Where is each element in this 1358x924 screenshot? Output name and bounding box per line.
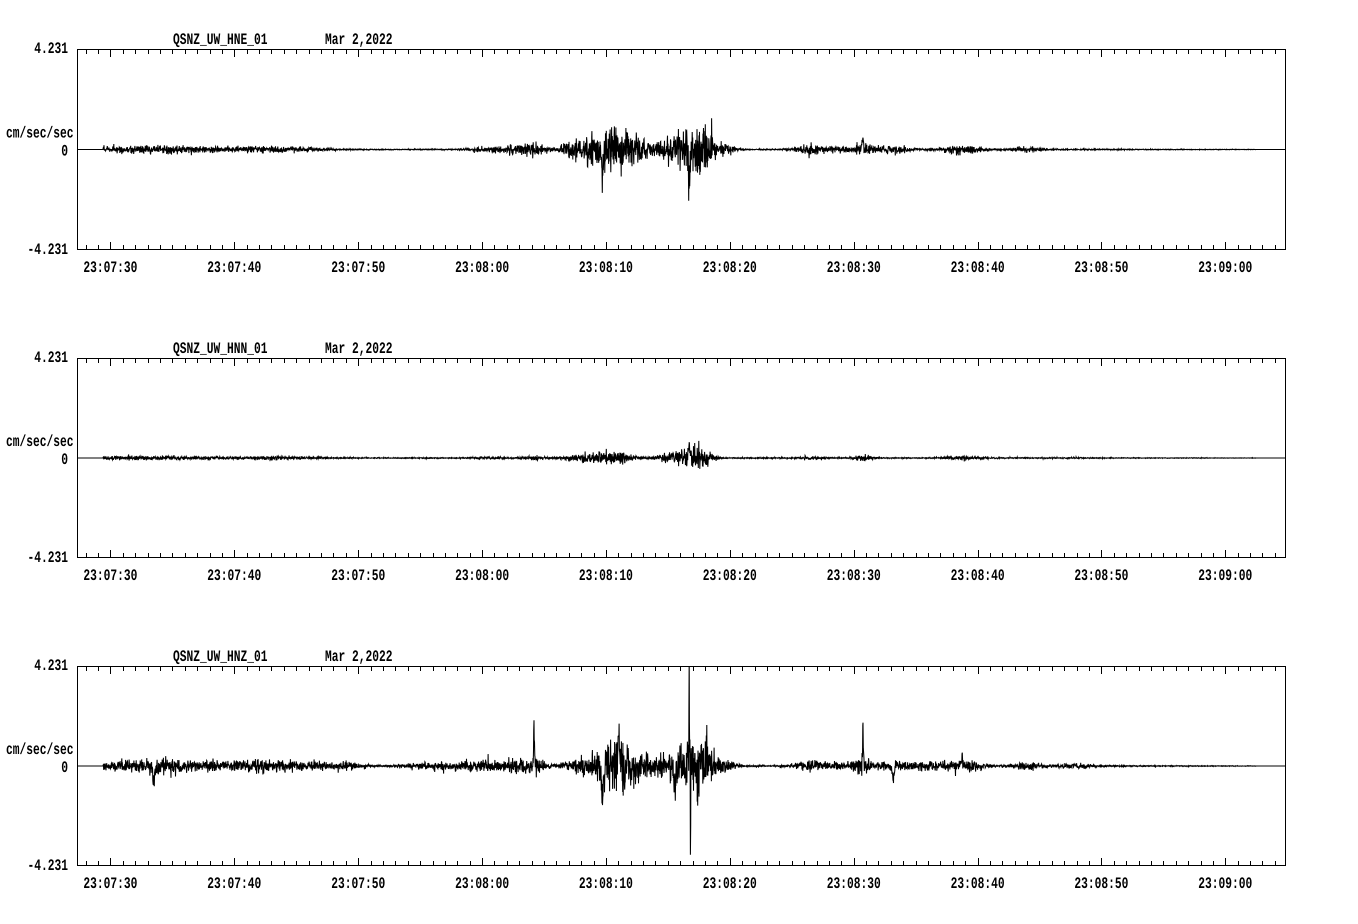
svg-text:23:08:50: 23:08:50 bbox=[1074, 567, 1128, 585]
svg-text:-4.231: -4.231 bbox=[28, 857, 69, 875]
svg-text:QSNZ_UW_HNZ_01: QSNZ_UW_HNZ_01 bbox=[173, 648, 268, 666]
svg-text:23:08:50: 23:08:50 bbox=[1074, 875, 1128, 893]
svg-text:23:07:40: 23:07:40 bbox=[207, 875, 261, 893]
svg-text:4.231: 4.231 bbox=[34, 40, 68, 58]
svg-text:Mar 2,2022: Mar 2,2022 bbox=[325, 31, 393, 49]
svg-text:23:09:00: 23:09:00 bbox=[1198, 567, 1252, 585]
svg-text:23:08:20: 23:08:20 bbox=[703, 875, 757, 893]
svg-text:cm/sec/sec: cm/sec/sec bbox=[6, 741, 74, 759]
svg-text:23:07:30: 23:07:30 bbox=[83, 259, 137, 277]
svg-text:23:08:40: 23:08:40 bbox=[951, 259, 1005, 277]
svg-text:23:08:10: 23:08:10 bbox=[579, 567, 633, 585]
svg-text:23:07:40: 23:07:40 bbox=[207, 567, 261, 585]
svg-text:23:08:40: 23:08:40 bbox=[951, 875, 1005, 893]
svg-text:4.231: 4.231 bbox=[34, 657, 68, 675]
svg-text:23:07:50: 23:07:50 bbox=[331, 875, 385, 893]
svg-text:23:08:20: 23:08:20 bbox=[703, 567, 757, 585]
svg-text:-4.231: -4.231 bbox=[28, 241, 69, 259]
svg-text:QSNZ_UW_HNN_01: QSNZ_UW_HNN_01 bbox=[173, 340, 268, 358]
svg-text:23:08:30: 23:08:30 bbox=[827, 875, 881, 893]
svg-text:0: 0 bbox=[61, 143, 68, 161]
svg-text:23:07:40: 23:07:40 bbox=[207, 259, 261, 277]
svg-text:23:07:50: 23:07:50 bbox=[331, 259, 385, 277]
svg-text:23:07:30: 23:07:30 bbox=[83, 567, 137, 585]
svg-text:0: 0 bbox=[61, 759, 68, 777]
svg-text:23:08:40: 23:08:40 bbox=[951, 567, 1005, 585]
svg-text:23:08:10: 23:08:10 bbox=[579, 259, 633, 277]
svg-text:23:09:00: 23:09:00 bbox=[1198, 259, 1252, 277]
svg-text:23:08:00: 23:08:00 bbox=[455, 875, 509, 893]
svg-text:23:07:30: 23:07:30 bbox=[83, 875, 137, 893]
svg-text:23:08:00: 23:08:00 bbox=[455, 567, 509, 585]
svg-text:23:08:50: 23:08:50 bbox=[1074, 259, 1128, 277]
svg-text:QSNZ_UW_HNE_01: QSNZ_UW_HNE_01 bbox=[173, 31, 268, 49]
svg-text:0: 0 bbox=[61, 451, 68, 469]
svg-text:23:08:10: 23:08:10 bbox=[579, 875, 633, 893]
svg-text:cm/sec/sec: cm/sec/sec bbox=[6, 433, 74, 451]
svg-text:23:08:30: 23:08:30 bbox=[827, 259, 881, 277]
svg-text:-4.231: -4.231 bbox=[28, 549, 69, 567]
svg-text:23:08:20: 23:08:20 bbox=[703, 259, 757, 277]
svg-text:23:09:00: 23:09:00 bbox=[1198, 875, 1252, 893]
svg-text:23:07:50: 23:07:50 bbox=[331, 567, 385, 585]
svg-text:cm/sec/sec: cm/sec/sec bbox=[6, 125, 74, 143]
svg-text:23:08:00: 23:08:00 bbox=[455, 259, 509, 277]
svg-text:4.231: 4.231 bbox=[34, 349, 68, 367]
svg-text:23:08:30: 23:08:30 bbox=[827, 567, 881, 585]
svg-text:Mar 2,2022: Mar 2,2022 bbox=[325, 648, 393, 666]
svg-text:Mar 2,2022: Mar 2,2022 bbox=[325, 340, 393, 358]
